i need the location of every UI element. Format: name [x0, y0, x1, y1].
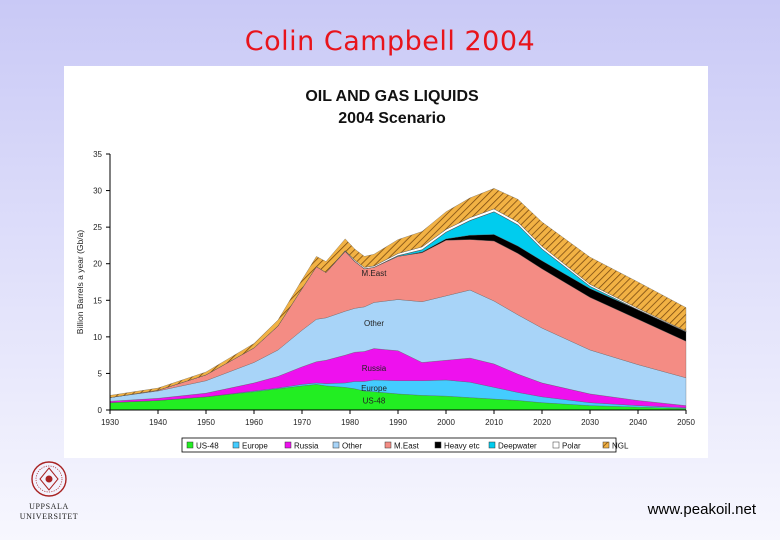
x-tick-label: 1960: [245, 418, 263, 427]
annotation-russia: Russia: [362, 364, 387, 373]
chart-panel: OIL AND GAS LIQUIDS 2004 Scenario 0 5 10 15…: [64, 66, 708, 458]
annotation-us-48: US-48: [363, 396, 386, 405]
x-tick-label: 1940: [149, 418, 167, 427]
legend-swatch-europe: [232, 441, 240, 449]
annotation-europe: Europe: [361, 384, 387, 393]
legend-swatch-us-48: [186, 441, 194, 449]
y-tick-label: 30: [93, 187, 102, 196]
uppsala-university-seal: [31, 461, 67, 497]
area-series-ngl: [109, 188, 687, 398]
slide-title: Colin Campbell 2004: [244, 26, 536, 57]
y-tick-label: 35: [93, 150, 102, 159]
legend-label-heavy-etc: Heavy etc: [444, 442, 480, 451]
x-tick-label: 2050: [677, 418, 695, 427]
legend-label-russia: Russia: [294, 442, 319, 451]
legend-label-deepwater: Deepwater: [498, 442, 537, 451]
legend-swatch-other: [332, 441, 340, 449]
y-tick-label: 10: [93, 333, 102, 342]
legend-label-other: Other: [342, 442, 362, 451]
x-tick-label: 1970: [293, 418, 311, 427]
chart-subtitle: 2004 Scenario: [338, 110, 446, 127]
x-tick-label: 2020: [533, 418, 551, 427]
legend-label-europe: Europe: [242, 442, 268, 451]
legend-swatch-heavy-etc: [434, 441, 442, 449]
legend-label-us-48: US-48: [196, 442, 219, 451]
legend-label-m-east: M.East: [394, 442, 420, 451]
x-tick-label: 2040: [629, 418, 647, 427]
logo-text-line1: UPPSALA: [29, 502, 69, 511]
legend-swatch-polar: [552, 441, 560, 449]
stacked-area-chart: OIL AND GAS LIQUIDS 2004 Scenario 0 5 10 15…: [75, 88, 695, 453]
x-tick-label: 1990: [389, 418, 407, 427]
legend-swatch-russia: [284, 441, 292, 449]
y-tick-label: 5: [98, 369, 103, 378]
legend-swatch-deepwater: [488, 441, 496, 449]
x-tick-label: 2010: [485, 418, 503, 427]
x-tick-label: 2030: [581, 418, 599, 427]
x-tick-label: 1980: [341, 418, 359, 427]
x-tick-label: 1950: [197, 418, 215, 427]
legend-box: [181, 437, 617, 453]
footer-url: www.peakoil.net: [647, 501, 756, 518]
legend-swatch-ngl: [602, 441, 610, 449]
logo-text-line2: UNIVERSITET: [19, 512, 79, 521]
y-tick-label: 0: [98, 406, 103, 415]
y-tick-label: 25: [93, 223, 102, 232]
legend-swatch-m-east: [384, 441, 392, 449]
annotation-other: Other: [364, 319, 384, 328]
x-tick-label: 2000: [437, 418, 455, 427]
y-axis-label: Billion Barrels a year (Gb/a): [75, 230, 85, 335]
legend-label-polar: Polar: [562, 442, 581, 451]
legend-label-ngl: NGL: [612, 442, 629, 451]
chart-title: OIL AND GAS LIQUIDS: [305, 88, 479, 105]
x-tick-label: 1930: [101, 418, 119, 427]
y-tick-label: 15: [93, 296, 102, 305]
annotation-m-east: M.East: [362, 269, 388, 278]
y-tick-label: 20: [93, 260, 102, 269]
